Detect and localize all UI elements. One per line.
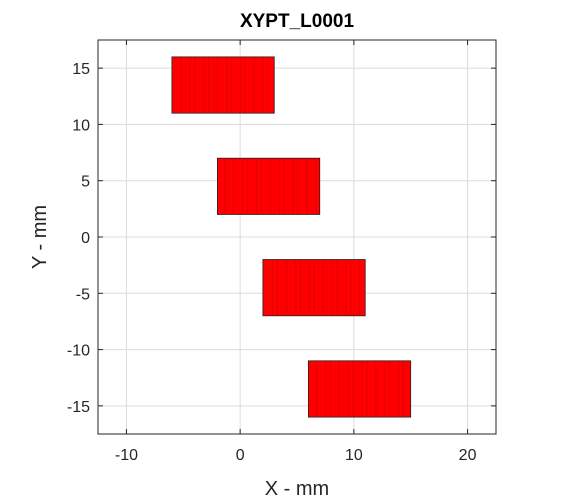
grid-layer bbox=[98, 40, 496, 434]
y-tick-label: -5 bbox=[76, 286, 90, 303]
x-axis-label: X - mm bbox=[265, 478, 329, 500]
data-rectangle bbox=[216, 157, 321, 215]
data-rectangle-group bbox=[171, 56, 275, 114]
data-rectangle-group bbox=[307, 360, 412, 418]
rectangles-layer bbox=[171, 56, 412, 418]
data-rectangle-group bbox=[216, 157, 321, 215]
x-tick-label: 0 bbox=[236, 447, 245, 464]
tick-layer: -10 0 10 20 15 10 5 0 -5 -10 -15 bbox=[67, 40, 496, 464]
y-tick-label: 5 bbox=[81, 174, 90, 191]
x-tick-label: 20 bbox=[459, 447, 477, 464]
y-axis-label: Y - mm bbox=[29, 205, 51, 269]
y-tick-label: 10 bbox=[72, 117, 90, 134]
data-rectangle-group bbox=[262, 259, 366, 317]
y-tick-label: -15 bbox=[67, 399, 90, 416]
x-tick-label: 10 bbox=[345, 447, 363, 464]
y-tick-label: 15 bbox=[72, 61, 90, 78]
data-rectangle bbox=[307, 360, 412, 418]
chart-title: XYPT_L0001 bbox=[240, 11, 354, 32]
y-tick-label: 0 bbox=[81, 230, 90, 247]
y-tick-label: -10 bbox=[67, 343, 90, 360]
x-tick-label: -10 bbox=[115, 447, 138, 464]
data-rectangle bbox=[171, 56, 275, 114]
